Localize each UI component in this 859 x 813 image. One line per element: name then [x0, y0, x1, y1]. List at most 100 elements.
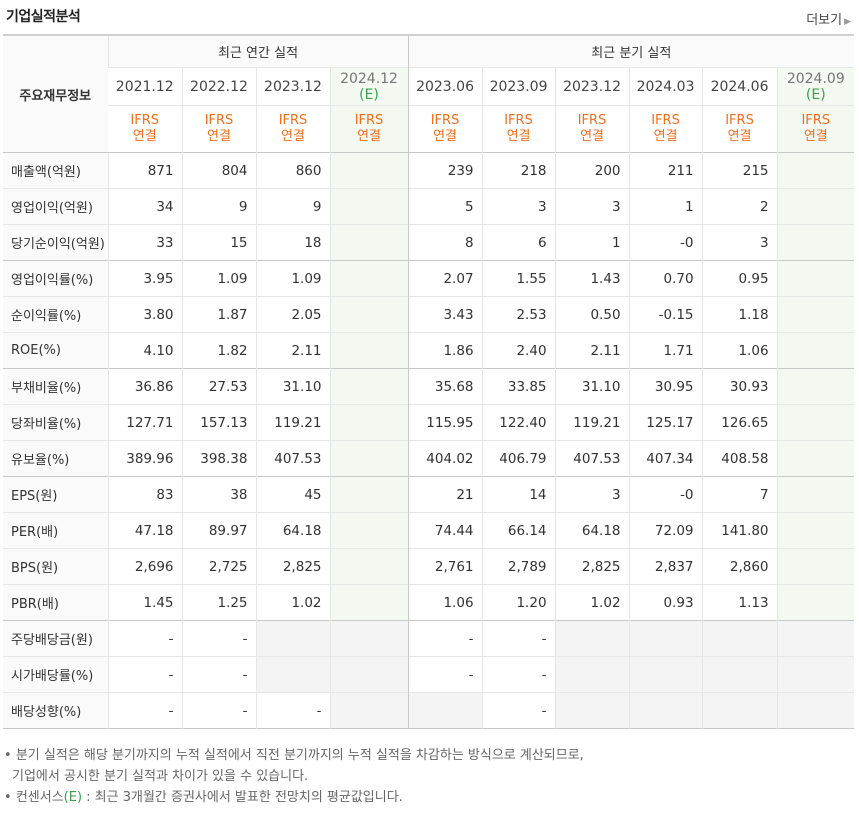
- table-cell: 408.58: [701, 440, 778, 477]
- row-label: 배당성향(%): [3, 692, 108, 729]
- row-label: 유보율(%): [3, 440, 108, 477]
- ifrs-label: IFRS 연결: [481, 105, 556, 153]
- table-cell: 1.02: [554, 584, 630, 621]
- table-cell: 1: [554, 224, 630, 261]
- table-cell: [255, 656, 330, 693]
- table-cell: [329, 224, 409, 261]
- more-link[interactable]: 더보기 ▶: [806, 9, 851, 28]
- table-cell: 72.09: [628, 512, 703, 549]
- table-cell: -0: [628, 224, 703, 261]
- table-cell: [329, 584, 409, 621]
- table-row: 영업이익률(%) 3.95 1.09 1.09 2.07 1.55 1.43 0.70 0.95: [3, 260, 855, 297]
- table-cell: -: [181, 656, 256, 693]
- row-label: 당좌비율(%): [3, 404, 108, 441]
- table-row: BPS(원) 2,696 2,725 2,825 2,761 2,789 2,825 2,83…: [3, 548, 855, 585]
- table-cell: [329, 512, 409, 549]
- period-header: 2023.06: [407, 67, 483, 106]
- period-header: 2023.12: [255, 67, 330, 106]
- table-cell: [776, 152, 855, 189]
- table-cell: 871: [107, 152, 182, 189]
- table-cell: 115.95: [407, 404, 483, 441]
- table-cell: 2.05: [255, 296, 330, 333]
- period-header: 2023.12: [554, 67, 630, 106]
- table-row: 영업이익(억원) 34 9 9 5 3 3 1 2: [3, 188, 855, 225]
- table-cell: 127.71: [107, 404, 182, 441]
- table-cell: 1.06: [407, 584, 483, 621]
- table-row: 주당배당금(원) - - - -: [3, 620, 855, 657]
- quarter-group-header: 최근 분기 실적: [407, 34, 855, 68]
- table-cell: 2.11: [255, 332, 330, 369]
- table-cell: 1.20: [481, 584, 556, 621]
- ifrs-label: IFRS 연결: [701, 105, 778, 153]
- table-cell: [628, 656, 703, 693]
- table-cell: -: [107, 620, 182, 657]
- table-cell: 36.86: [107, 368, 182, 405]
- table-cell: [701, 692, 778, 729]
- table-cell: 4.10: [107, 332, 182, 369]
- table-cell: 1.55: [481, 260, 556, 297]
- table-cell: 3: [554, 476, 630, 513]
- table-cell: 66.14: [481, 512, 556, 549]
- period-header: 2024.09 (E): [776, 67, 855, 106]
- table-cell: [776, 188, 855, 225]
- table-row: ROE(%) 4.10 1.82 2.11 1.86 2.40 2.11 1.71 1.06: [3, 332, 855, 369]
- table-cell: 407.53: [255, 440, 330, 477]
- table-cell: 14: [481, 476, 556, 513]
- table-cell: 18: [255, 224, 330, 261]
- ifrs-label: IFRS 연결: [108, 105, 182, 153]
- table-cell: 83: [107, 476, 182, 513]
- row-label: ROE(%): [3, 332, 108, 369]
- table-row: 당기순이익(억원) 33 15 18 8 6 1 -0 3: [3, 224, 855, 261]
- table-row: 당좌비율(%) 127.71 157.13 119.21 115.95 122.40 119…: [3, 404, 855, 441]
- table-cell: 2,860: [701, 548, 778, 585]
- table-cell: 15: [181, 224, 256, 261]
- ifrs-label: IFRS 연결: [554, 105, 630, 153]
- table-cell: 3: [481, 188, 556, 225]
- table-cell: [329, 332, 409, 369]
- table-cell: 804: [181, 152, 256, 189]
- table-row: 부채비율(%) 36.86 27.53 31.10 35.68 33.85 31.10 30.…: [3, 368, 855, 405]
- table-cell: 239: [407, 152, 483, 189]
- table-cell: 5: [407, 188, 483, 225]
- table-row: PER(배) 47.18 89.97 64.18 74.44 66.14 64.18 72.0…: [3, 512, 855, 549]
- table-cell: [776, 440, 855, 477]
- table-cell: [329, 188, 409, 225]
- table-cell: 398.38: [181, 440, 256, 477]
- table-cell: 74.44: [407, 512, 483, 549]
- table-cell: [701, 656, 778, 693]
- ifrs-label: IFRS 연결: [181, 105, 256, 153]
- table-cell: 89.97: [181, 512, 256, 549]
- table-cell: -: [255, 692, 330, 729]
- ifrs-label: IFRS 연결: [329, 105, 409, 153]
- table-cell: [776, 656, 855, 693]
- table-cell: 407.53: [554, 440, 630, 477]
- table-cell: 31.10: [554, 368, 630, 405]
- row-label: 주당배당금(원): [3, 620, 108, 657]
- table-cell: 35.68: [407, 368, 483, 405]
- table-cell: 45: [255, 476, 330, 513]
- table-cell: -: [107, 692, 182, 729]
- table-cell: 407.34: [628, 440, 703, 477]
- table-cell: 2,825: [255, 548, 330, 585]
- table-cell: -: [181, 620, 256, 657]
- table-cell: 3.80: [107, 296, 182, 333]
- table-cell: 2.53: [481, 296, 556, 333]
- table-cell: [776, 296, 855, 333]
- row-label: 시가배당률(%): [3, 656, 108, 693]
- footnote-1-cont: 기업에서 공시한 분기 실적과 차이가 있을 수 있습니다.: [12, 769, 309, 784]
- chevron-right-icon: ▶: [844, 17, 851, 27]
- table-cell: 2,761: [407, 548, 483, 585]
- ifrs-label: IFRS 연결: [776, 105, 855, 153]
- table-cell: 6: [481, 224, 556, 261]
- table-cell: 2,825: [554, 548, 630, 585]
- table-cell: [776, 692, 855, 729]
- table-cell: 0.70: [628, 260, 703, 297]
- table-cell: 1.43: [554, 260, 630, 297]
- table-cell: 125.17: [628, 404, 703, 441]
- table-cell: [776, 224, 855, 261]
- table-cell: 2,725: [181, 548, 256, 585]
- table-cell: [776, 404, 855, 441]
- financial-table: 주요재무정보 최근 연간 실적 최근 분기 실적 2021.12 2022.12 2…: [3, 34, 855, 729]
- table-cell: 211: [628, 152, 703, 189]
- table-cell: 2: [701, 188, 778, 225]
